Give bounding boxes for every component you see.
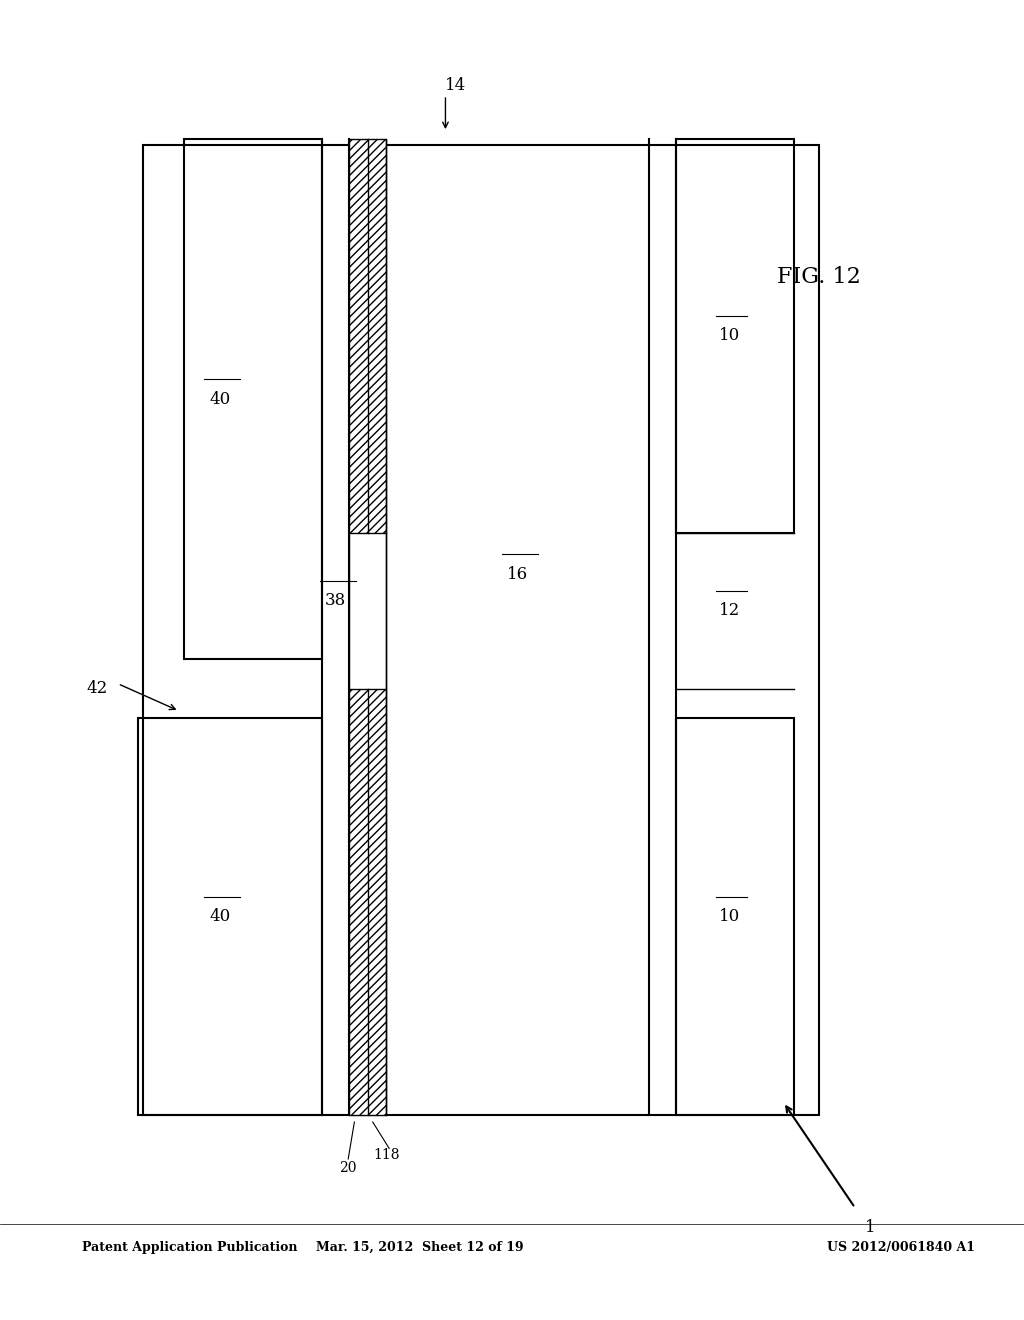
Text: 10: 10 <box>719 327 740 345</box>
Text: 16: 16 <box>507 566 528 582</box>
Text: 10: 10 <box>719 908 740 925</box>
Bar <box>138 718 322 1115</box>
Bar <box>349 689 386 1115</box>
Text: 12: 12 <box>719 602 740 619</box>
Bar <box>676 718 794 1115</box>
Text: US 2012/0061840 A1: US 2012/0061840 A1 <box>827 1241 975 1254</box>
Text: 118: 118 <box>374 1148 400 1162</box>
Bar <box>676 139 794 533</box>
Text: Mar. 15, 2012  Sheet 12 of 19: Mar. 15, 2012 Sheet 12 of 19 <box>316 1241 523 1254</box>
Text: 14: 14 <box>445 78 466 94</box>
Bar <box>184 139 322 660</box>
Text: 38: 38 <box>325 593 346 609</box>
Text: Patent Application Publication: Patent Application Publication <box>82 1241 297 1254</box>
Text: FIG. 12: FIG. 12 <box>777 267 861 288</box>
Text: 40: 40 <box>209 908 230 925</box>
Text: 20: 20 <box>339 1162 357 1175</box>
Text: 40: 40 <box>209 391 230 408</box>
Bar <box>143 145 819 1115</box>
Text: 1: 1 <box>865 1220 876 1236</box>
Text: 42: 42 <box>87 680 108 697</box>
Bar <box>349 139 386 533</box>
